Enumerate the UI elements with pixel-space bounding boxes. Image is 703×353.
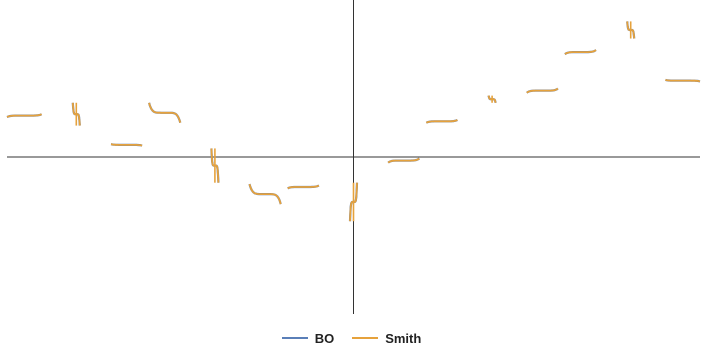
series-line-segment — [526, 87, 559, 94]
series-line-segment — [248, 183, 282, 205]
legend-label-bo: BO — [314, 330, 335, 346]
legend-item-bo: BO — [281, 330, 335, 346]
series-line-segment — [665, 79, 701, 83]
series-line-segment — [387, 157, 420, 164]
series-line-segment — [148, 102, 182, 123]
series-line-segment — [6, 113, 43, 118]
line-chart — [6, 0, 701, 314]
legend-swatch-smith — [352, 337, 379, 339]
legend: BO Smith — [0, 328, 703, 348]
legend-item-smith: Smith — [352, 331, 421, 346]
series-line-segment — [110, 143, 143, 147]
series-line-segment — [564, 49, 597, 55]
legend-swatch-bo — [281, 337, 308, 339]
series-line-segment — [425, 119, 458, 124]
legend-label-smith: Smith — [385, 330, 422, 346]
series-line-segment — [287, 184, 320, 190]
